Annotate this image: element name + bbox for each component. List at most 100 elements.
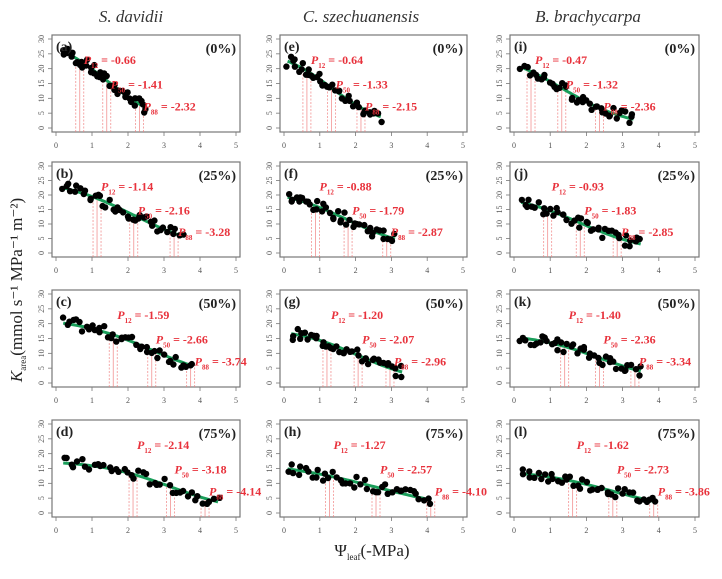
p-value: = -2.87 <box>405 225 443 239</box>
data-point <box>388 237 396 245</box>
p-value: = -2.57 <box>394 462 432 476</box>
x-tick-label: 4 <box>425 396 429 405</box>
data-point <box>563 340 570 348</box>
y-tick-label: 0 <box>37 511 46 515</box>
x-tick-label: 4 <box>425 526 429 535</box>
y-tick-label: 25 <box>495 177 504 185</box>
p-symbol: P <box>603 332 611 346</box>
data-point <box>518 196 526 204</box>
y-tick-label: 30 <box>495 420 504 428</box>
data-point <box>558 479 566 486</box>
data-point <box>355 103 362 111</box>
data-points <box>59 314 195 371</box>
y-tick-label: 25 <box>495 435 504 443</box>
y-tick-label: 25 <box>37 50 46 58</box>
data-point <box>374 489 382 496</box>
panel-letter: (h) <box>284 425 301 440</box>
y-tick-label: 15 <box>37 465 46 473</box>
p-value: = -1.14 <box>115 180 153 194</box>
panel-letter: (c) <box>56 295 72 310</box>
data-point <box>398 373 405 381</box>
x-axis-title: Ψleaf(-MPa) <box>334 541 409 562</box>
y-axis: 0 5 10 15 20 25 30 <box>265 162 280 255</box>
data-point <box>297 335 304 342</box>
p88-label: P88 = -4.10 <box>435 485 487 502</box>
data-point <box>346 97 353 105</box>
y-tick-label: 25 <box>265 177 274 185</box>
x-tick-label: 1 <box>318 141 322 150</box>
data-point <box>627 237 634 244</box>
data-point <box>541 71 548 79</box>
panel-letter: (a) <box>56 40 73 55</box>
panel-treatment: (0%) <box>433 42 464 57</box>
data-point <box>351 484 358 491</box>
data-point <box>81 187 89 194</box>
data-point <box>348 348 356 355</box>
data-point <box>149 222 156 229</box>
data-point <box>286 191 293 198</box>
data-point <box>313 206 320 213</box>
p88-label: P88 = -2.32 <box>144 100 196 117</box>
p-symbol: P <box>84 53 92 67</box>
data-point <box>636 372 643 379</box>
p-subscript: 88 <box>665 494 673 502</box>
p12-label: P12 = -1.59 <box>117 308 169 325</box>
p-symbol: P <box>639 355 647 369</box>
p-value: = -0.64 <box>325 53 363 67</box>
data-point <box>301 329 309 336</box>
data-point <box>614 485 622 492</box>
data-point <box>346 480 354 487</box>
data-point <box>188 489 196 496</box>
data-point <box>210 495 218 502</box>
data-point <box>143 343 150 351</box>
data-point <box>314 197 321 205</box>
panel-letter: (l) <box>514 425 528 440</box>
data-point <box>622 367 629 374</box>
data-point <box>589 226 597 233</box>
p88-label: P88 = -2.96 <box>394 355 446 372</box>
y-tick-label: 15 <box>265 465 274 473</box>
data-point <box>367 224 374 232</box>
p-value: = -3.34 <box>653 355 691 369</box>
x-tick-label: 5 <box>461 526 465 535</box>
data-point <box>598 484 605 492</box>
data-point <box>361 221 368 229</box>
y-tick-label: 30 <box>37 290 46 298</box>
data-points <box>60 45 149 116</box>
data-point <box>73 458 81 465</box>
x-tick-label: 5 <box>234 141 238 150</box>
x-tick-label: 4 <box>198 141 202 150</box>
data-point <box>549 475 556 483</box>
y-tick-label: 15 <box>265 335 274 343</box>
data-point <box>397 362 405 370</box>
x-tick-label: 4 <box>657 396 661 405</box>
y-tick-label: 30 <box>37 162 46 170</box>
data-point <box>543 337 550 345</box>
y-tick-label: 15 <box>37 80 46 88</box>
p12-label: P12 = -0.93 <box>552 180 604 197</box>
panel-letter: (i) <box>514 40 528 55</box>
p-subscript: 88 <box>372 109 380 117</box>
data-point <box>576 485 584 492</box>
y-tick-label: 10 <box>265 220 274 228</box>
data-points <box>289 325 405 381</box>
data-point <box>391 230 398 238</box>
p-symbol: P <box>144 100 152 114</box>
p-value: = -2.07 <box>376 332 414 346</box>
x-tick-label: 2 <box>354 266 358 275</box>
x-tick-label: 0 <box>54 141 58 150</box>
x-tick-label: 3 <box>389 396 393 405</box>
p-value: = -1.27 <box>348 438 386 452</box>
p-value: = -3.18 <box>189 462 227 476</box>
y-tick-label: 30 <box>265 162 274 170</box>
panel-treatment: (75%) <box>199 427 237 442</box>
p-symbol: P <box>617 462 625 476</box>
data-point <box>563 216 570 224</box>
y-tick-label: 15 <box>495 335 504 343</box>
data-point <box>516 65 524 73</box>
data-point <box>330 215 337 223</box>
data-point <box>124 89 131 96</box>
x-tick-label: 2 <box>584 141 588 150</box>
data-points <box>61 454 223 507</box>
data-point <box>164 228 171 236</box>
